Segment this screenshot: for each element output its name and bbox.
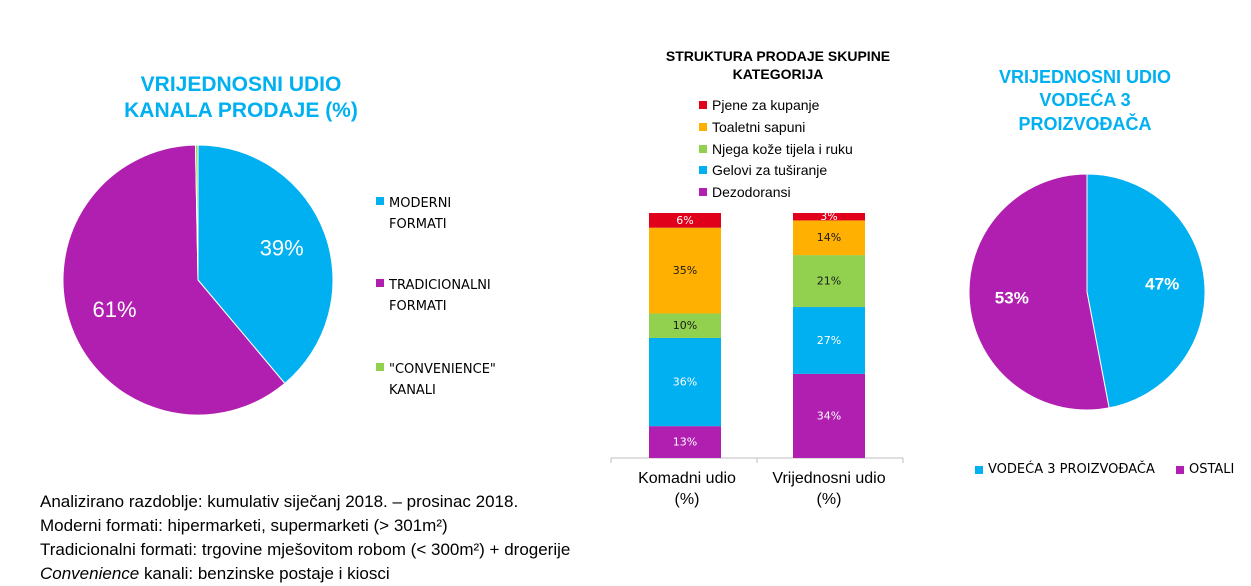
- note-moderni: Moderni formati: hipermarketi, supermark…: [40, 516, 448, 535]
- bar-komadni-udio-njega-koz-e-tijela-i-ruku: [649, 313, 721, 338]
- bar-komadni-udio-pjene-za-kupanje: [649, 213, 721, 228]
- pie2-label-vodec-a-3-proizvo-ac-a: 47%: [1145, 274, 1179, 293]
- bar-label-vrijednosni-udio-njega-koz-e-tijela-i-ruku: 21%: [817, 275, 841, 288]
- legend-label-pjene: Pjene za kupanje: [712, 97, 820, 113]
- legend-swatch-convenience: [376, 363, 384, 371]
- x-category-komadni: Komadni udio (%): [612, 469, 762, 511]
- legend-label-gelovi: Gelovi za tuširanje: [712, 162, 828, 178]
- legend-label-moderni: MODERNI FORMATI: [389, 196, 452, 232]
- chart1-title-line1: VRIJEDNOSNI UDIO: [140, 73, 342, 96]
- bar-vrijednosni-udio-njega-koz-e-tijela-i-ruku: [793, 255, 865, 308]
- chart3-title: VRIJEDNOSNI UDIO VODEĆA 3 PROIZVOĐAČA: [960, 66, 1210, 136]
- bar-label-komadni-udio-dezodoransi: 13%: [673, 436, 697, 449]
- chart3-title-line3: PROIZVOĐAČA: [1018, 113, 1152, 134]
- pie1-slice-moderni-formati: [197, 144, 334, 385]
- pie1-slice-convenience-kanali: [194, 144, 199, 281]
- note-tradicionalni: Tradicionalni formati: trgovine mješovit…: [40, 540, 571, 559]
- bar-label-vrijednosni-udio-gelovi-za-tus-iranje: 27%: [817, 334, 841, 347]
- legend-swatch-gelovi: [699, 166, 707, 174]
- x-category-vrijednosni-line1: Vrijednosni udio: [772, 470, 886, 487]
- pie2-slice-vodec-a-3-proizvo-ac-a: [1086, 173, 1206, 409]
- legend-label-vodeca3: VODEĆA 3 PROIZVOĐAČA: [988, 462, 1155, 477]
- x-category-komadni-line2: (%): [674, 490, 700, 508]
- note-convenience: Convenience kanali: benzinske postaje i …: [40, 562, 570, 586]
- legend-swatch-tradicionalni: [376, 279, 384, 287]
- chart2-title: STRUKTURA PRODAJE SKUPINE KATEGORIJA: [628, 48, 928, 83]
- chart2-title-line1: STRUKTURA PRODAJE SKUPINE: [665, 48, 891, 64]
- legend-swatch-moderni: [376, 197, 384, 205]
- bar-vrijednosni-udio-dezodoransi: [793, 373, 865, 458]
- pie1-slice-tradicionalni-formati: [62, 144, 286, 416]
- x-category-vrijednosni-line2: (%): [816, 490, 842, 508]
- legend-label-convenience: "CONVENIENCE" KANALI: [389, 362, 496, 398]
- chart2-title-line2: KATEGORIJA: [732, 65, 824, 82]
- legend-label-dezodoransi: Dezodoransi: [712, 184, 791, 200]
- legend-swatch-vodeca3: [975, 466, 983, 474]
- note-period: Analizirano razdoblje: kumulativ siječan…: [40, 492, 519, 511]
- bar-vrijednosni-udio-toaletni-sapuni: [793, 220, 865, 256]
- bar-label-komadni-udio-njega-koz-e-tijela-i-ruku: 10%: [673, 319, 697, 332]
- bar-label-komadni-udio-toaletni-sapuni: 35%: [673, 264, 697, 277]
- bar-komadni-udio-gelovi-za-tus-iranje: [649, 337, 721, 427]
- footnotes: Analizirano razdoblje: kumulativ siječan…: [40, 490, 570, 586]
- legend-label-njega: Njega kože tijela i ruku: [712, 141, 853, 157]
- bar-label-vrijednosni-udio-toaletni-sapuni: 14%: [817, 231, 841, 244]
- bar-label-vrijednosni-udio-pjene-za-kupanje: 3%: [820, 210, 837, 223]
- chart3-title-line2: VODEĆA 3: [1039, 90, 1131, 111]
- legend-label-sapuni: Toaletni sapuni: [712, 119, 806, 135]
- legend-swatch-sapuni: [699, 123, 707, 131]
- legend-swatch-dezodoransi: [699, 188, 707, 196]
- pie1-label-tradicionalni-formati: 61%: [93, 297, 137, 322]
- legend-swatch-ostali: [1176, 466, 1184, 474]
- pie1-label-moderni-formati: 39%: [260, 235, 304, 260]
- note-convenience-rest: kanali: benzinske postaje i kiosci: [139, 564, 390, 583]
- bar-komadni-udio-toaletni-sapuni: [649, 227, 721, 314]
- chart1-title: VRIJEDNOSNI UDIO KANALA PRODAJE (%): [96, 72, 386, 125]
- pie2-slice-ostali: [968, 173, 1110, 411]
- bar-vrijednosni-udio-pjene-za-kupanje: [793, 213, 865, 221]
- legend-label-tradicionalni: TRADICIONALNI FORMATI: [389, 278, 491, 314]
- legend-label-ostali: OSTALI: [1189, 462, 1235, 477]
- chart3-title-line1: VRIJEDNOSNI UDIO: [998, 67, 1172, 87]
- bar-vrijednosni-udio-gelovi-za-tus-iranje: [793, 307, 865, 374]
- bar-label-vrijednosni-udio-dezodoransi: 34%: [817, 409, 841, 422]
- legend-swatch-njega: [699, 145, 707, 153]
- bar-label-komadni-udio-pjene-za-kupanje: 6%: [676, 214, 693, 227]
- x-category-komadni-line1: Komadni udio: [638, 470, 736, 487]
- x-category-vrijednosni: Vrijednosni udio (%): [754, 469, 904, 511]
- chart1-title-line2: KANALA PRODAJE (%): [124, 99, 358, 123]
- pie2-label-ostali: 53%: [995, 289, 1029, 308]
- legend-swatch-pjene: [699, 101, 707, 109]
- bar-komadni-udio-dezodoransi: [649, 426, 721, 458]
- note-convenience-italic: Convenience: [40, 564, 140, 583]
- bar-label-komadni-udio-gelovi-za-tus-iranje: 36%: [673, 376, 697, 389]
